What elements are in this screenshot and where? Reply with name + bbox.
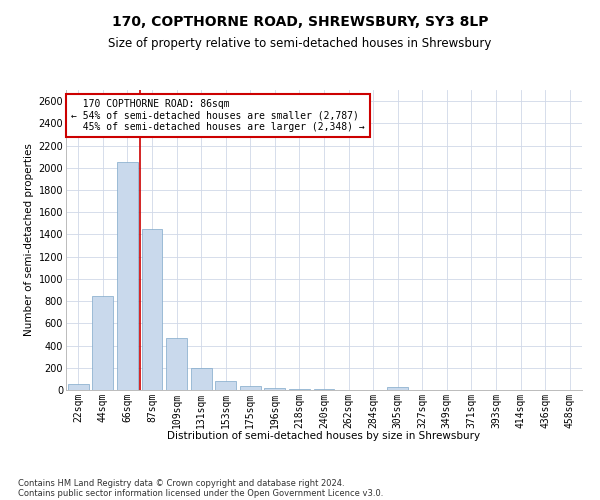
X-axis label: Distribution of semi-detached houses by size in Shrewsbury: Distribution of semi-detached houses by … xyxy=(167,431,481,441)
Bar xyxy=(117,162,138,390)
Bar xyxy=(142,229,163,390)
Bar xyxy=(92,296,113,390)
Bar xyxy=(240,386,261,390)
Text: Size of property relative to semi-detached houses in Shrewsbury: Size of property relative to semi-detach… xyxy=(109,38,491,51)
Bar xyxy=(387,386,408,390)
Bar xyxy=(215,381,236,390)
Bar xyxy=(265,388,286,390)
Bar xyxy=(68,384,89,390)
Bar xyxy=(289,389,310,390)
Text: Contains HM Land Registry data © Crown copyright and database right 2024.: Contains HM Land Registry data © Crown c… xyxy=(18,478,344,488)
Text: 170, COPTHORNE ROAD, SHREWSBURY, SY3 8LP: 170, COPTHORNE ROAD, SHREWSBURY, SY3 8LP xyxy=(112,15,488,29)
Text: Contains public sector information licensed under the Open Government Licence v3: Contains public sector information licen… xyxy=(18,488,383,498)
Text: 170 COPTHORNE ROAD: 86sqm
← 54% of semi-detached houses are smaller (2,787)
  45: 170 COPTHORNE ROAD: 86sqm ← 54% of semi-… xyxy=(71,99,365,132)
Bar xyxy=(191,368,212,390)
Bar xyxy=(166,338,187,390)
Y-axis label: Number of semi-detached properties: Number of semi-detached properties xyxy=(25,144,34,336)
